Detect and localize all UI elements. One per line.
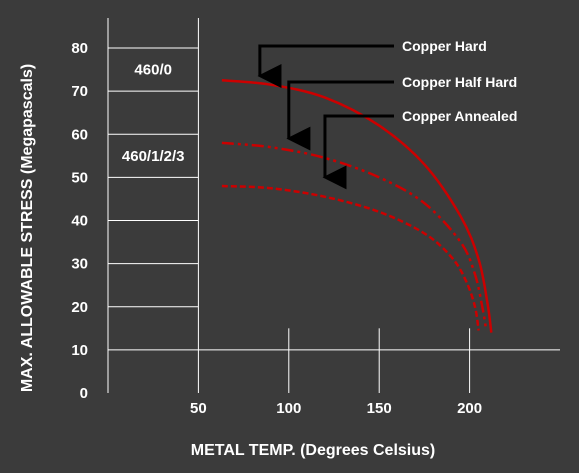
annotation-arrow bbox=[286, 80, 394, 151]
series-line-copper-half-hard bbox=[221, 141, 488, 329]
y-tick-label: 30 bbox=[71, 256, 88, 273]
y-tick-label: 20 bbox=[71, 299, 88, 316]
y-tick-label: 0 bbox=[80, 385, 88, 402]
y-tick-label: 10 bbox=[71, 342, 88, 359]
grid: 460/0 460/1/2/3 bbox=[107, 18, 560, 393]
annotation-label: Copper Annealed bbox=[402, 108, 517, 124]
y-tick-label: 70 bbox=[71, 83, 88, 100]
y-tick-label: 60 bbox=[71, 126, 88, 143]
series-layer bbox=[221, 79, 493, 333]
series-line-copper-hard bbox=[221, 79, 493, 333]
x-axis-label: METAL TEMP. (Degrees Celsius) bbox=[191, 442, 436, 459]
y-tick-label: 80 bbox=[71, 40, 88, 57]
series-line-copper-annealed bbox=[221, 184, 480, 331]
x-tick-label: 50 bbox=[190, 400, 207, 417]
annotation-arrow bbox=[257, 44, 394, 89]
annotation-arrow bbox=[322, 114, 394, 190]
annotations: Copper Hard Copper Half Hard Copper Anneal… bbox=[257, 38, 517, 190]
x-tick-label: 150 bbox=[367, 400, 392, 417]
y-axis-label: MAX. ALLOWABLE STRESS (Megapascals) bbox=[19, 64, 36, 392]
y-tick-label: 50 bbox=[71, 169, 88, 186]
annotation-label: Copper Half Hard bbox=[402, 74, 517, 90]
x-tick-label: 100 bbox=[276, 400, 301, 417]
box-label: 460/0 bbox=[134, 62, 172, 79]
annotation-label: Copper Hard bbox=[402, 38, 487, 54]
box-label: 460/1/2/3 bbox=[122, 148, 185, 165]
x-tick-label: 200 bbox=[457, 400, 482, 417]
y-tick-label: 40 bbox=[71, 213, 88, 230]
